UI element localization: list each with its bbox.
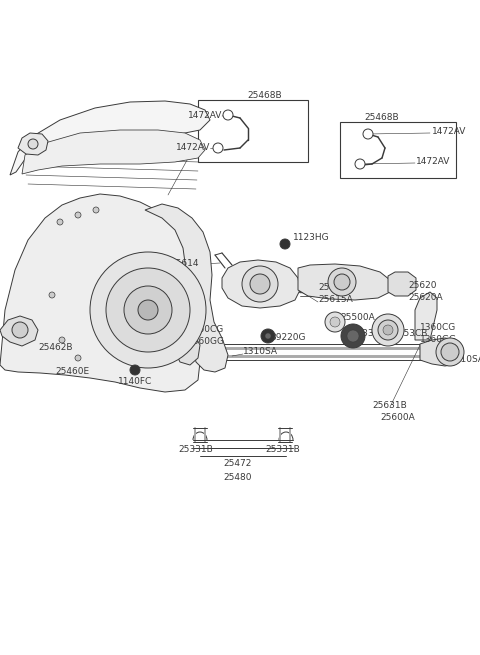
Polygon shape — [18, 133, 48, 155]
Text: 1140FC: 1140FC — [118, 377, 152, 386]
Bar — [340, 122, 456, 178]
Circle shape — [106, 268, 190, 352]
Circle shape — [325, 312, 345, 332]
Circle shape — [138, 300, 158, 320]
Text: 25633C: 25633C — [345, 329, 380, 337]
Text: 1153CB: 1153CB — [393, 329, 428, 337]
Text: 1123HG: 1123HG — [293, 233, 330, 242]
Text: 25331B: 25331B — [265, 445, 300, 455]
Circle shape — [334, 274, 350, 290]
Circle shape — [12, 322, 28, 338]
Circle shape — [59, 337, 65, 343]
Circle shape — [90, 252, 206, 368]
Circle shape — [436, 338, 464, 366]
Circle shape — [347, 330, 359, 342]
Circle shape — [261, 329, 275, 343]
Text: 25620: 25620 — [408, 282, 436, 291]
Text: 25468B: 25468B — [365, 113, 399, 122]
Polygon shape — [0, 316, 38, 346]
Text: 1360GG: 1360GG — [188, 337, 225, 346]
Circle shape — [383, 325, 393, 335]
Circle shape — [49, 292, 55, 298]
Circle shape — [330, 317, 340, 327]
Text: 1472AV: 1472AV — [188, 111, 222, 121]
Polygon shape — [388, 272, 416, 296]
Circle shape — [378, 320, 398, 340]
Circle shape — [250, 274, 270, 294]
Circle shape — [223, 110, 233, 120]
Text: 25468B: 25468B — [248, 90, 282, 100]
Circle shape — [363, 129, 373, 139]
Circle shape — [130, 365, 140, 375]
Polygon shape — [22, 130, 205, 174]
Circle shape — [124, 286, 172, 334]
Circle shape — [441, 343, 459, 361]
Text: 25620A: 25620A — [408, 293, 443, 303]
Polygon shape — [420, 338, 462, 366]
Text: 1310SA: 1310SA — [450, 356, 480, 364]
Circle shape — [265, 333, 271, 339]
Polygon shape — [298, 264, 390, 300]
Text: 25615A: 25615A — [318, 295, 353, 305]
Text: 39220G: 39220G — [270, 333, 305, 343]
Text: 1360CG: 1360CG — [420, 324, 456, 333]
Circle shape — [57, 219, 63, 225]
Circle shape — [280, 239, 290, 249]
Circle shape — [213, 143, 223, 153]
Text: 25600A: 25600A — [381, 413, 415, 422]
Text: 1472AV: 1472AV — [432, 128, 467, 136]
Polygon shape — [145, 204, 228, 372]
Circle shape — [75, 355, 81, 361]
Circle shape — [328, 268, 356, 296]
Text: 25631B: 25631B — [372, 400, 408, 409]
Polygon shape — [222, 260, 300, 308]
Text: 1310SA: 1310SA — [243, 348, 278, 356]
Polygon shape — [415, 292, 437, 340]
Circle shape — [372, 314, 404, 346]
Polygon shape — [175, 334, 200, 365]
Circle shape — [242, 266, 278, 302]
Text: 1360GG: 1360GG — [420, 335, 457, 345]
Text: 25614: 25614 — [171, 259, 199, 267]
Polygon shape — [10, 101, 210, 175]
Circle shape — [75, 212, 81, 218]
Circle shape — [355, 159, 365, 169]
Polygon shape — [0, 194, 200, 392]
Text: 1360CG: 1360CG — [188, 326, 224, 335]
Text: 25462B: 25462B — [39, 343, 73, 352]
Bar — [198, 100, 308, 162]
Text: 25480: 25480 — [224, 472, 252, 481]
Text: 25472: 25472 — [224, 460, 252, 468]
Text: 25500A: 25500A — [340, 314, 375, 322]
Text: 25617B: 25617B — [318, 284, 353, 293]
Circle shape — [93, 207, 99, 213]
Text: 1472AV: 1472AV — [176, 143, 210, 153]
Circle shape — [341, 324, 365, 348]
Text: 1472AV: 1472AV — [416, 157, 450, 166]
Text: 25331B: 25331B — [179, 445, 214, 455]
Circle shape — [28, 139, 38, 149]
Text: 25460E: 25460E — [55, 367, 89, 377]
